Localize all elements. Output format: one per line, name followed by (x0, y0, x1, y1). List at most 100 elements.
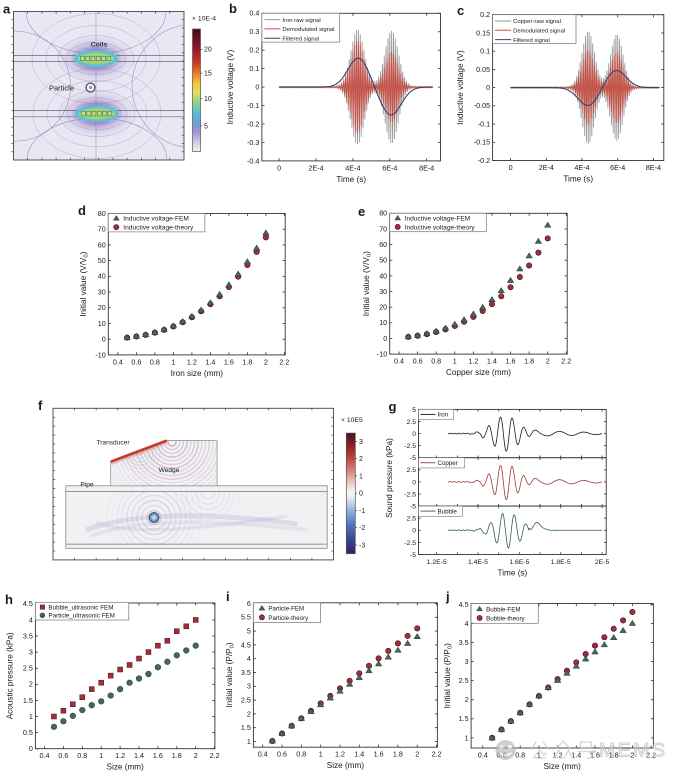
svg-text:0.4: 0.4 (258, 750, 268, 759)
svg-text:0.4: 0.4 (40, 751, 50, 760)
svg-text:70: 70 (98, 225, 106, 234)
svg-text:1.6: 1.6 (506, 357, 516, 366)
svg-text:1: 1 (247, 737, 251, 746)
svg-text:1.2: 1.2 (115, 751, 125, 760)
svg-text:2.5: 2.5 (407, 419, 417, 426)
svg-text:-0.1: -0.1 (478, 120, 490, 129)
svg-text:0.4: 0.4 (394, 357, 404, 366)
svg-text:2.5: 2.5 (407, 467, 417, 474)
svg-text:1.6: 1.6 (374, 750, 384, 759)
svg-text:0: 0 (486, 83, 490, 92)
svg-text:4.5: 4.5 (23, 599, 33, 608)
svg-text:Copper-raw signal: Copper-raw signal (513, 19, 561, 25)
svg-text:1.6: 1.6 (590, 751, 600, 760)
svg-text:20: 20 (204, 47, 212, 54)
svg-text:3: 3 (247, 682, 251, 691)
svg-text:2: 2 (264, 357, 268, 366)
svg-text:f: f (38, 398, 43, 413)
svg-text:6E-4: 6E-4 (610, 163, 625, 172)
svg-text:1: 1 (465, 733, 469, 742)
svg-text:-5: -5 (410, 552, 416, 559)
svg-text:0.3: 0.3 (249, 27, 259, 36)
svg-text:Filtered signal: Filtered signal (513, 38, 550, 44)
svg-text:Initial value (P/P0): Initial value (P/P0) (225, 642, 236, 707)
svg-text:Time (s): Time (s) (563, 175, 593, 184)
svg-text:Copper: Copper (438, 460, 458, 467)
svg-text:0.8: 0.8 (515, 751, 525, 760)
svg-text:2.2: 2.2 (561, 357, 571, 366)
svg-text:1.6: 1.6 (153, 751, 163, 760)
svg-text:40: 40 (98, 272, 106, 281)
svg-text:10: 10 (204, 96, 212, 103)
svg-text:Particle: Particle (49, 84, 74, 93)
svg-text:j: j (445, 589, 450, 604)
svg-text:1.2: 1.2 (187, 357, 197, 366)
svg-text:Iron size (mm): Iron size (mm) (171, 369, 224, 378)
svg-text:10: 10 (98, 319, 106, 328)
svg-text:2E-4: 2E-4 (539, 163, 554, 172)
svg-text:3: 3 (29, 648, 33, 657)
svg-text:2.2: 2.2 (210, 751, 220, 760)
svg-text:8E-4: 8E-4 (419, 163, 434, 172)
svg-text:2.5: 2.5 (459, 676, 469, 685)
svg-text:0.2: 0.2 (249, 46, 259, 55)
svg-text:6E-4: 6E-4 (382, 163, 397, 172)
svg-text:1: 1 (99, 751, 103, 760)
svg-text:Inductive voltage-theory: Inductive voltage-theory (405, 225, 476, 232)
svg-text:Particle-theory: Particle-theory (268, 615, 309, 622)
svg-text:b: b (229, 1, 237, 16)
svg-text:1.4: 1.4 (487, 357, 497, 366)
svg-text:2E-5: 2E-5 (595, 559, 610, 566)
svg-text:× 10E5: × 10E5 (341, 417, 363, 424)
svg-text:0.5: 0.5 (23, 728, 33, 737)
svg-text:4: 4 (465, 619, 469, 628)
svg-text:Initial value (P/P0): Initial value (P/P0) (443, 643, 454, 708)
svg-text:1.8: 1.8 (524, 357, 534, 366)
svg-text:1: 1 (359, 473, 363, 480)
svg-text:i: i (226, 589, 230, 604)
svg-text:Inductive voltage (V): Inductive voltage (V) (456, 50, 465, 125)
svg-text:2: 2 (359, 456, 363, 463)
svg-text:0.4: 0.4 (249, 9, 259, 18)
svg-text:-0.05: -0.05 (474, 101, 490, 110)
svg-text:-2.5: -2.5 (404, 540, 416, 547)
svg-text:1.6E-5: 1.6E-5 (509, 559, 529, 566)
svg-text:60: 60 (98, 240, 106, 249)
svg-text:MEMS: MEMS (599, 740, 668, 762)
svg-text:d: d (78, 203, 86, 218)
svg-text:1.4: 1.4 (571, 751, 581, 760)
svg-text:4.5: 4.5 (241, 640, 251, 649)
svg-text:4: 4 (247, 654, 251, 663)
svg-text:2: 2 (465, 695, 469, 704)
svg-text:2.2: 2.2 (279, 357, 289, 366)
svg-text:a: a (3, 2, 11, 17)
svg-text:1.8: 1.8 (609, 751, 619, 760)
svg-text:Wedge: Wedge (159, 467, 180, 474)
svg-text:80: 80 (98, 209, 106, 218)
svg-text:2: 2 (29, 680, 33, 689)
svg-text:0.6: 0.6 (277, 750, 287, 759)
svg-text:30: 30 (98, 288, 106, 297)
svg-text:0.05: 0.05 (476, 65, 490, 74)
svg-text:2.2: 2.2 (646, 751, 656, 760)
svg-text:1.5: 1.5 (23, 696, 33, 705)
svg-text:1.2: 1.2 (335, 750, 345, 759)
svg-text:1.8: 1.8 (242, 357, 252, 366)
svg-text:1.2: 1.2 (468, 357, 478, 366)
svg-text:-0.15: -0.15 (474, 138, 490, 147)
svg-text:-0.3: -0.3 (247, 138, 259, 147)
svg-text:Coils: Coils (91, 42, 108, 49)
svg-text:-5: -5 (410, 455, 416, 462)
svg-text:1.8: 1.8 (172, 751, 182, 760)
svg-text:Time (s): Time (s) (498, 569, 528, 578)
svg-text:Demodulated signal: Demodulated signal (282, 27, 334, 33)
svg-text:Inductive voltage (V): Inductive voltage (V) (226, 50, 235, 125)
svg-text:Transducer: Transducer (96, 440, 130, 447)
svg-text:1.4E-5: 1.4E-5 (468, 559, 488, 566)
svg-text:15: 15 (204, 71, 212, 78)
svg-text:-0.2: -0.2 (478, 156, 490, 165)
svg-text:g: g (389, 399, 397, 414)
svg-text:Copper size (mm): Copper size (mm) (446, 368, 511, 377)
svg-text:2: 2 (194, 751, 198, 760)
svg-text:h: h (5, 592, 13, 607)
